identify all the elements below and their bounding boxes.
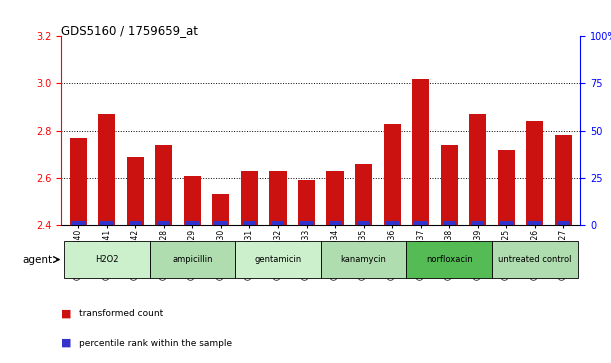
Bar	[298, 180, 315, 225]
Bar	[129, 221, 142, 225]
Text: agent: agent	[23, 254, 53, 265]
Bar	[64, 241, 150, 278]
Bar	[155, 145, 172, 225]
Text: transformed count: transformed count	[79, 310, 164, 318]
Bar	[557, 221, 569, 225]
Bar	[498, 150, 515, 225]
Text: gentamicin: gentamicin	[254, 255, 302, 264]
Bar	[243, 221, 256, 225]
Bar	[321, 241, 406, 278]
Bar	[443, 221, 456, 225]
Bar	[150, 241, 235, 278]
Bar	[100, 221, 113, 225]
Bar	[492, 241, 577, 278]
Bar	[471, 221, 484, 225]
Bar	[500, 221, 513, 225]
Text: percentile rank within the sample: percentile rank within the sample	[79, 339, 233, 347]
Bar	[70, 138, 87, 225]
Bar	[555, 135, 572, 225]
Bar	[441, 145, 458, 225]
Text: kanamycin: kanamycin	[341, 255, 387, 264]
Bar	[186, 221, 199, 225]
Bar	[357, 221, 370, 225]
Bar	[386, 221, 398, 225]
Bar	[235, 241, 321, 278]
Bar	[526, 121, 543, 225]
Bar	[98, 114, 115, 225]
Bar	[214, 221, 227, 225]
Bar	[158, 221, 170, 225]
Bar	[355, 164, 372, 225]
Bar	[213, 195, 230, 225]
Bar	[241, 171, 258, 225]
Bar	[184, 176, 201, 225]
Text: ■: ■	[61, 338, 71, 348]
Text: ■: ■	[61, 309, 71, 319]
Text: GDS5160 / 1759659_at: GDS5160 / 1759659_at	[61, 24, 198, 37]
Bar	[269, 171, 287, 225]
Text: ampicillin: ampicillin	[172, 255, 213, 264]
Bar	[326, 171, 343, 225]
Text: H2O2: H2O2	[95, 255, 119, 264]
Text: untreated control: untreated control	[498, 255, 571, 264]
Bar	[414, 221, 427, 225]
Bar	[469, 114, 486, 225]
Text: norfloxacin: norfloxacin	[426, 255, 472, 264]
Bar	[126, 157, 144, 225]
Bar	[329, 221, 342, 225]
Bar	[412, 79, 429, 225]
Bar	[72, 221, 85, 225]
Bar	[406, 241, 492, 278]
Bar	[300, 221, 313, 225]
Bar	[271, 221, 284, 225]
Bar	[384, 123, 401, 225]
Bar	[529, 221, 541, 225]
